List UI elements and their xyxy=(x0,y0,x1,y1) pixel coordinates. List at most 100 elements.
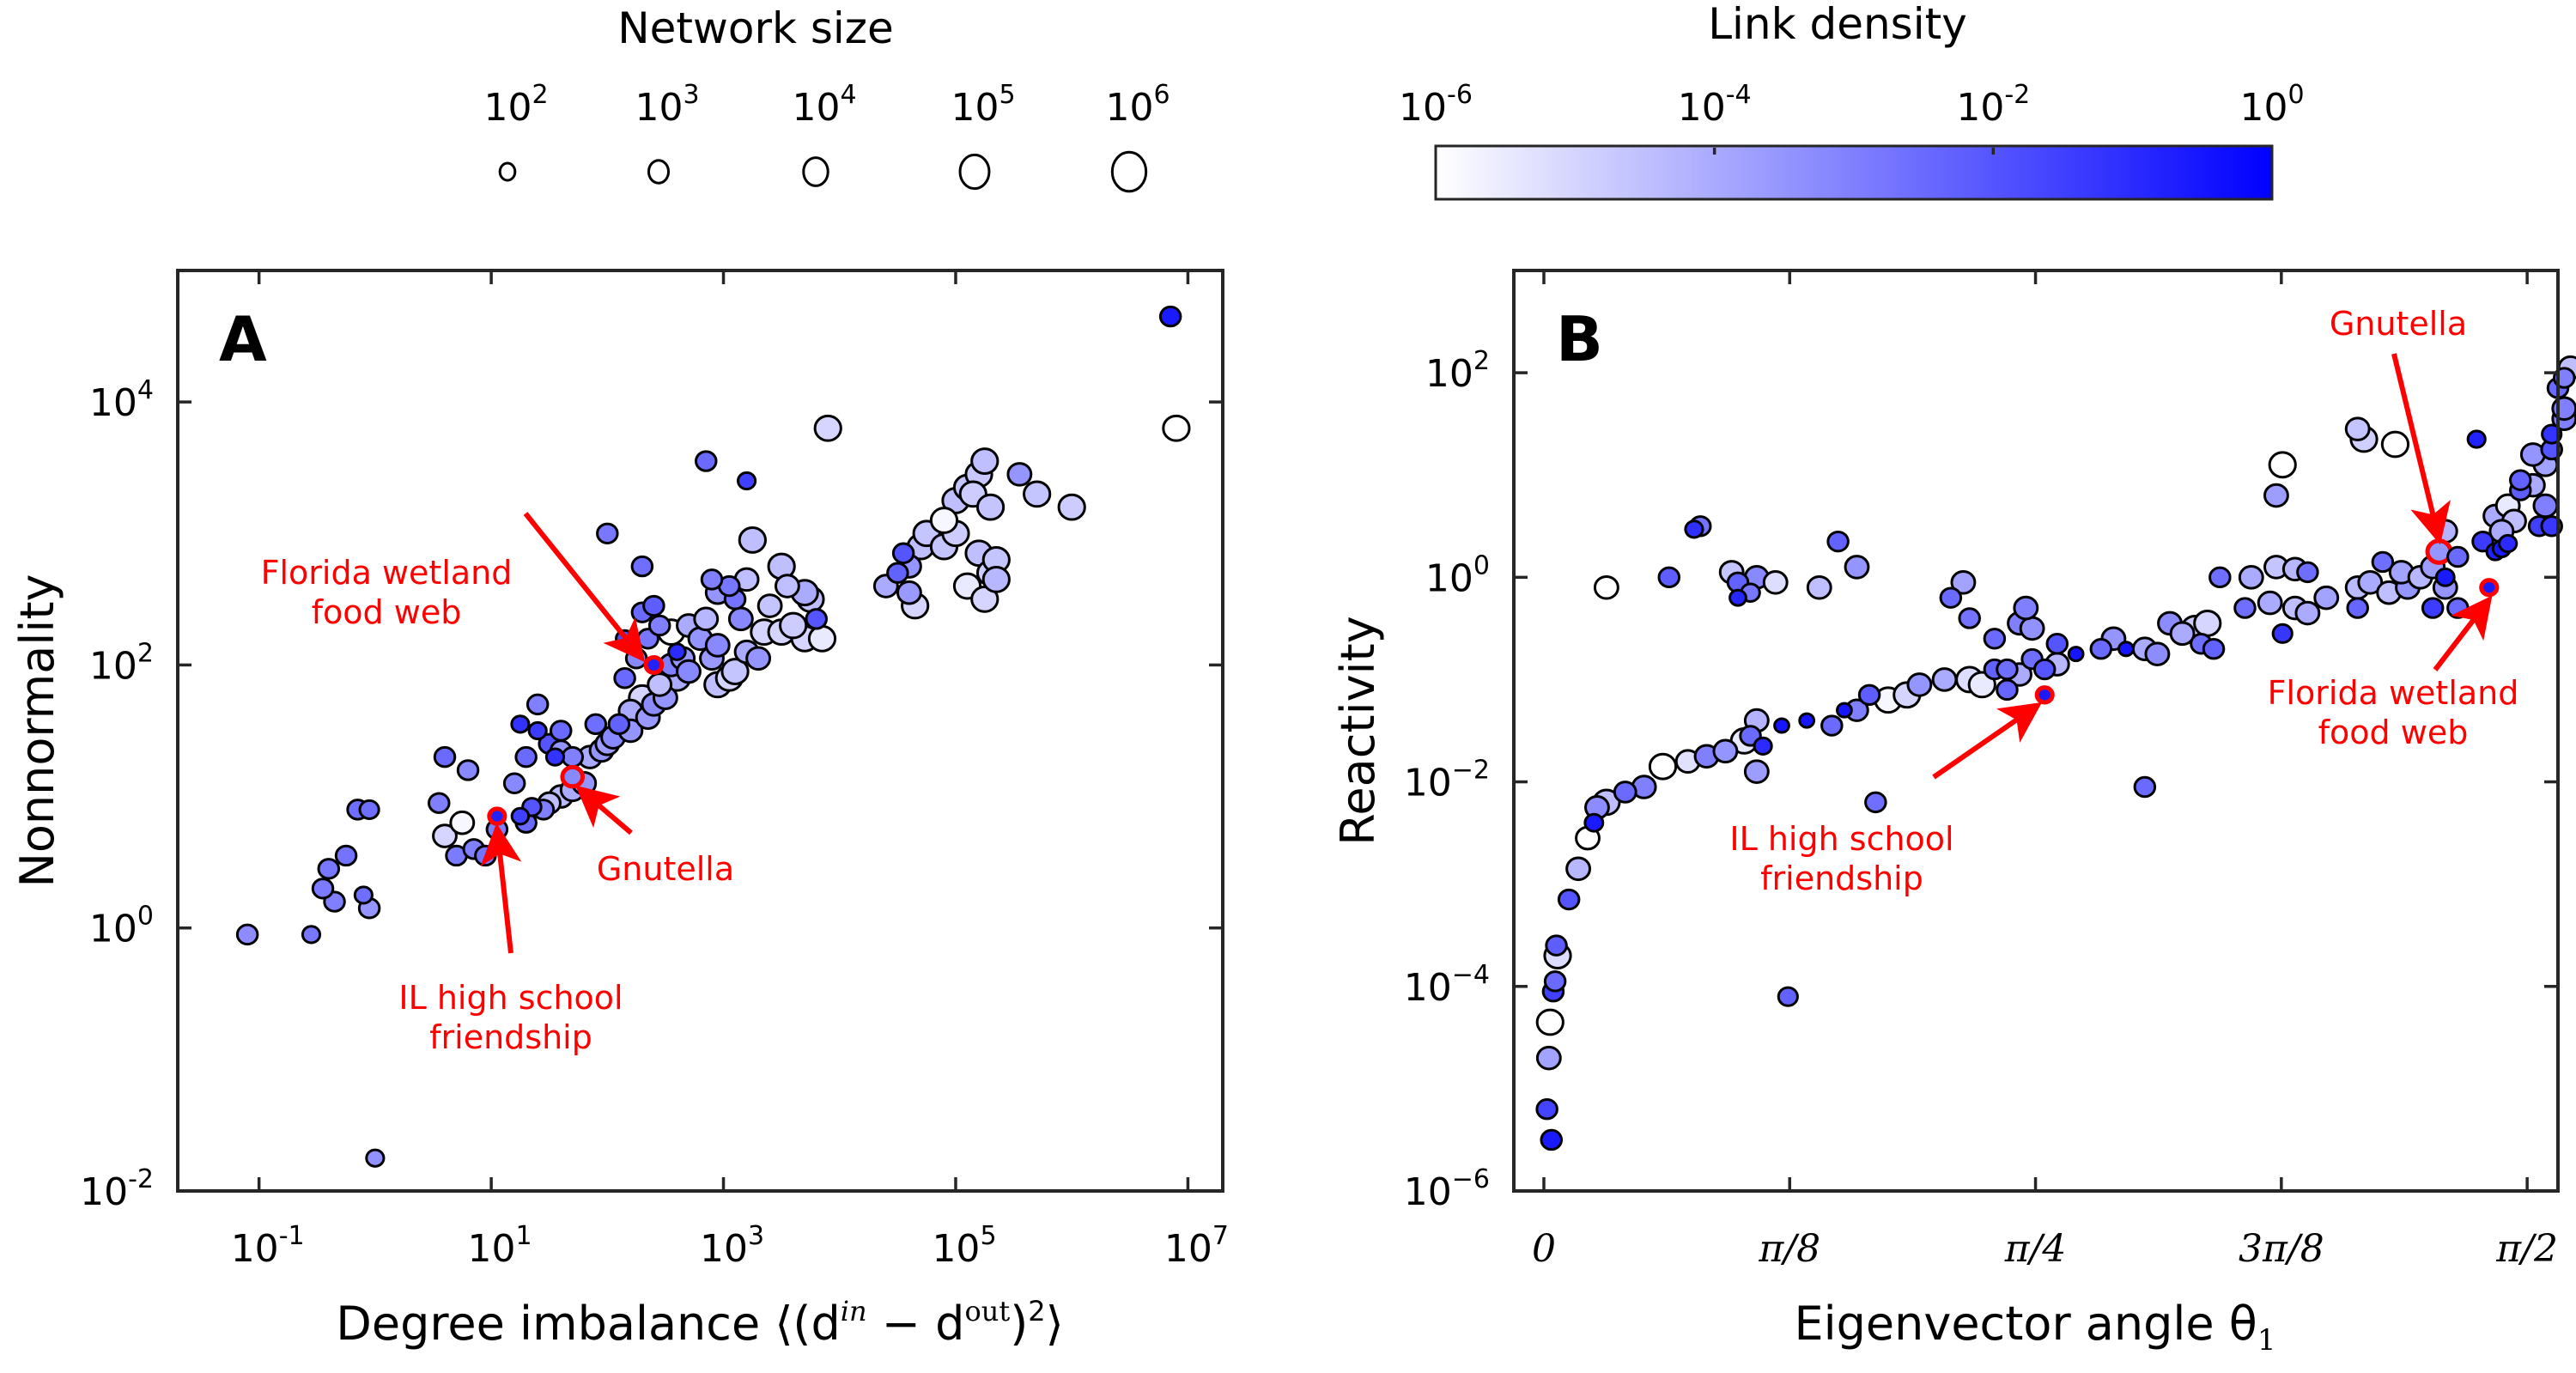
data-point xyxy=(704,633,731,658)
data-point xyxy=(1820,714,1844,737)
y-tick-label: 10−6 xyxy=(1404,1164,1490,1214)
y-tick-label: 102 xyxy=(89,638,154,688)
colorbar-tick-label: 10-6 xyxy=(1399,80,1473,130)
data-point xyxy=(1535,1045,1562,1071)
data-point xyxy=(647,614,671,637)
data-point xyxy=(2013,595,2039,621)
data-point xyxy=(1806,574,1832,600)
data-point xyxy=(1057,493,1086,521)
data-point xyxy=(981,565,1011,593)
size-legend-title: Network size xyxy=(617,3,894,53)
data-point xyxy=(647,672,673,697)
highlighted-data-point xyxy=(487,806,507,826)
panel-a-letter: A xyxy=(219,303,267,375)
data-point xyxy=(2133,775,2157,799)
data-point xyxy=(2169,621,2196,647)
data-point xyxy=(1773,717,1790,734)
data-point xyxy=(2551,396,2576,422)
data-point xyxy=(642,594,665,617)
data-point xyxy=(676,659,702,684)
data-point xyxy=(365,1148,386,1168)
data-point xyxy=(1535,1098,1558,1121)
data-point xyxy=(1864,791,1887,814)
data-point xyxy=(2271,623,2293,644)
annotation: Gnutella xyxy=(2330,305,2467,545)
data-point xyxy=(2089,638,2113,660)
size-legend-marker xyxy=(1110,150,1148,193)
data-point xyxy=(2498,533,2518,554)
data-point xyxy=(1023,480,1052,508)
data-point xyxy=(813,414,842,442)
data-point xyxy=(2045,633,2069,655)
annotation-label: friendship xyxy=(429,1018,592,1056)
data-point xyxy=(474,844,497,867)
data-point xyxy=(1684,519,1704,539)
annotation-label: IL high school xyxy=(398,979,623,1017)
x-tick-label: 107 xyxy=(1164,1221,1229,1271)
size-legend-marker xyxy=(647,159,671,185)
annotation-arrow xyxy=(1932,702,2043,780)
data-point xyxy=(1557,888,1581,911)
data-point xyxy=(1545,934,1568,957)
data-point xyxy=(700,568,724,591)
data-point xyxy=(1777,986,1799,1007)
data-point xyxy=(2233,597,2257,619)
annotation-arrow xyxy=(523,512,646,663)
data-point xyxy=(301,925,322,945)
size-legend-marker xyxy=(802,156,829,187)
annotation-arrow xyxy=(2391,353,2451,545)
data-point xyxy=(2446,597,2470,619)
data-point xyxy=(456,759,480,781)
size-legend-label: 105 xyxy=(951,80,1015,130)
data-point xyxy=(235,923,259,946)
panel-a: 10-1 101 103 105 107 10-2 100 102 104 A Nonnorm… xyxy=(10,269,1229,1351)
data-point xyxy=(432,823,458,848)
data-point xyxy=(1543,970,1567,993)
annotation-arrow xyxy=(575,785,633,835)
data-point xyxy=(427,792,451,814)
x-tick-label: 103 xyxy=(700,1221,764,1271)
size-legend-marker xyxy=(498,161,517,182)
data-point xyxy=(975,493,1005,521)
data-point xyxy=(607,713,631,736)
data-point xyxy=(510,714,531,734)
y-tick-label: 10−4 xyxy=(1404,960,1490,1010)
data-point xyxy=(693,606,720,632)
data-point xyxy=(353,885,374,905)
data-point xyxy=(2208,566,2232,589)
data-point xyxy=(1983,628,2007,650)
data-point xyxy=(896,580,922,605)
data-point xyxy=(2344,416,2371,441)
data-point xyxy=(1753,736,1773,756)
data-point xyxy=(2117,641,2135,658)
data-point xyxy=(544,747,566,767)
data-point xyxy=(779,611,808,640)
data-point xyxy=(891,542,915,564)
highlighted-data-point xyxy=(560,764,586,789)
data-point xyxy=(720,658,750,685)
data-point xyxy=(667,642,687,661)
data-point xyxy=(2193,610,2222,637)
x-tick-label: 3π/8 xyxy=(2239,1227,2324,1271)
colorbar: Link density 10-6 10-4 10-2 100 xyxy=(1399,0,2305,201)
data-point xyxy=(1712,738,1739,764)
data-point xyxy=(2032,658,2057,681)
data-point xyxy=(1950,569,1977,595)
colorbar-tick-label: 10-2 xyxy=(1956,80,2030,130)
annotation: Gnutella xyxy=(575,785,734,888)
x-tick-label: π/4 xyxy=(2004,1227,2067,1271)
x-tick-label: π/8 xyxy=(1758,1227,1820,1271)
annotation-label: Gnutella xyxy=(597,850,734,888)
data-point xyxy=(2313,585,2340,611)
data-point xyxy=(1996,658,2019,681)
data-point xyxy=(970,447,999,475)
y-tick-label: 100 xyxy=(1425,550,1490,600)
highlighted-data-point xyxy=(643,654,665,675)
data-point xyxy=(807,624,837,653)
data-point xyxy=(2446,545,2470,568)
y-tick-label: 100 xyxy=(89,902,154,951)
data-point xyxy=(2257,590,2283,616)
annotation-label: IL high school xyxy=(1729,820,1953,858)
data-point xyxy=(2238,565,2264,590)
size-legend-marker xyxy=(958,153,991,191)
